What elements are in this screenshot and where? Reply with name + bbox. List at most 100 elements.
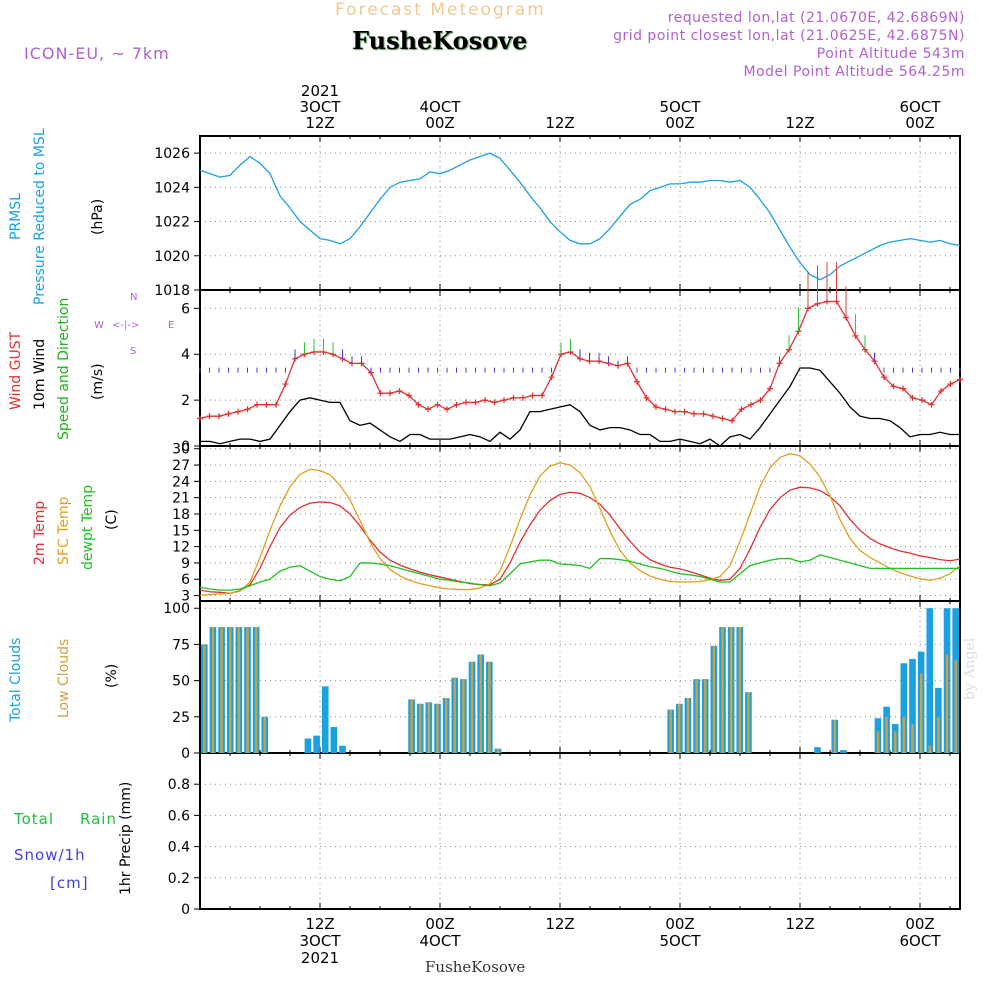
temp-dewpt-line [199,554,960,591]
wind-gust-marker [757,397,764,404]
y-tick-label: 27 [172,458,190,474]
bottom-time-label: 12Z [545,915,574,933]
pressure-line [199,152,961,281]
low-cloud-bar [738,627,741,753]
wind-gust-marker [919,397,925,404]
wind-gust-marker [529,392,536,399]
compass-arrows-icon: <-|-> [112,320,140,331]
y-tick-label: 0 [181,746,190,762]
wind-gust-marker [634,378,640,385]
wind-gust-marker [235,408,241,415]
top-time-label: 12Z [785,114,814,132]
wind-gust-marker [748,401,754,408]
bottom-time-label: 2021 [301,949,339,967]
y-tick-label: 6 [181,301,190,317]
bottom-time-label: 3OCT [300,932,342,950]
low-cloud-bar [928,745,931,753]
requested-coords: requested lon,lat (21.0670E, 42.6869N) [667,10,965,26]
wind-gust-marker [482,397,488,404]
bottom-time-label: 00Z [425,915,454,933]
top-time-label: 4OCT [420,98,462,116]
y-tick-label: 3 [181,589,190,605]
wind-gust-marker [700,410,707,417]
wind-gust-marker [890,383,897,390]
low-cloud-bar [470,661,474,753]
wind-gust-marker [263,401,270,408]
wind-gust-marker [719,415,726,422]
low-cloud-bar [902,716,906,753]
compass-e: E [168,320,175,331]
wind-gust-marker [197,415,203,422]
y-tick-label: 0 [181,902,190,918]
wind-gust-marker [767,385,773,392]
wind-gust-marker [273,401,279,408]
precip-cm-label: [cm] [50,874,89,892]
low-cloud-bar [669,709,672,753]
panel-frame [199,600,961,754]
top-time-label: 2021 [301,82,339,100]
location-title: FusheKosove [352,26,528,55]
low-cloud-bar [833,719,836,753]
bottom-time-label: 00Z [665,915,694,933]
wind-gust-marker [491,399,498,406]
wind-gust-marker [643,394,650,401]
low-cloud-bar [410,699,413,753]
low-cloud-bar [894,731,897,753]
top-time-label: 5OCT [660,98,702,116]
point-altitude: Point Altitude 543m [816,46,965,62]
wind-gust-marker [216,413,222,420]
y-tick-label: 1026 [154,146,190,162]
low-cloud-bar [747,692,750,753]
precip-snow-label: Snow/1h [14,846,86,864]
low-cloud-bar [479,654,482,753]
wind-gust-marker [472,399,479,406]
y-tick-label: 0.2 [168,871,190,887]
low-cloud-bar [496,748,500,753]
y-tick-label: 1022 [154,215,190,231]
top-time-label: 00Z [905,114,934,132]
low-cloud-bar [885,716,888,753]
total-cloud-bar [909,658,916,753]
low-cloud-bar [453,677,456,753]
low-cloud-bar [254,627,258,753]
wind-gust-marker [510,394,517,401]
wind-gust-marker [463,399,469,406]
low-cloud-bar [427,702,431,753]
wind-gust-marker [881,374,887,381]
wind-gust-marker [662,406,669,413]
wind-gust-marker [539,392,545,399]
wind-gust-marker [244,406,251,413]
wind-gust-marker [909,394,916,401]
low-cloud-bar [263,716,266,753]
top-time-label: 12Z [305,114,334,132]
wind-gust-marker [957,376,963,383]
low-cloud-bar [954,660,957,753]
model-label: ICON-EU, ~ 7km [24,44,170,63]
compass-s: S [130,346,137,357]
low-cloud-bar [729,627,733,753]
wind-gust-marker [928,401,935,408]
low-cloud-bar [945,654,949,753]
low-cloud-bar [203,644,206,753]
wind-gust-marker [947,381,954,388]
closest-coords: grid point closest lon,lat (21.0625E, 42… [613,28,965,44]
bottom-time-label: 00Z [905,915,934,933]
wind-gust-marker [681,408,688,415]
top-time-label: 00Z [665,114,694,132]
total-cloud-bar [840,750,847,753]
top-time-label: 3OCT [300,98,342,116]
temp-2m-line [199,486,961,595]
bottom-time-label: 4OCT [420,932,462,950]
total-cloud-bar [313,735,320,753]
precip-total-label: Total [14,810,55,828]
total-cloud-bar [926,608,934,753]
wind-gust-marker [406,392,412,399]
bottom-time-label: 6OCT [900,932,942,950]
forecast-title: Forecast Meteogram [335,0,546,20]
compass-w: W [94,320,104,331]
y-tick-label: 50 [172,674,190,690]
low-cloud-bar [686,697,690,753]
total-cloud-bar [339,745,346,753]
y-tick-label: 30 [172,442,190,458]
